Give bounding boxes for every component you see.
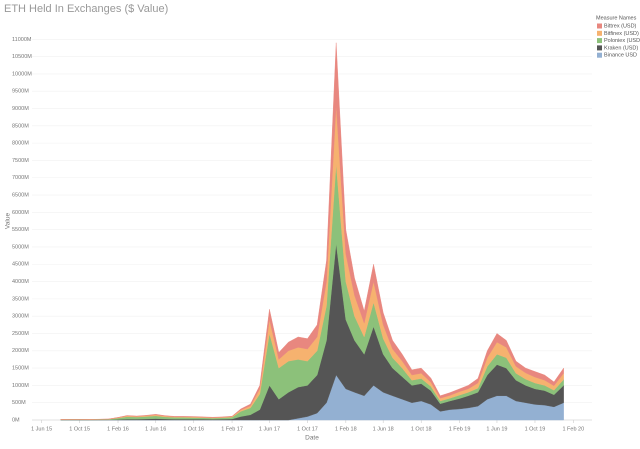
y-tick-label: 5000M — [12, 244, 29, 250]
y-tick-label: 10000M — [12, 71, 32, 77]
x-tick-label: 1 Feb 20 — [562, 426, 584, 432]
x-tick-label: 1 Oct 19 — [525, 426, 546, 432]
y-tick-label: 6500M — [12, 192, 29, 198]
y-tick-label: 2000M — [12, 348, 29, 354]
y-tick-label: 9500M — [12, 89, 29, 95]
x-tick-label: 1 Oct 17 — [297, 426, 318, 432]
x-tick-label: 1 Oct 15 — [69, 426, 90, 432]
chart-title: ETH Held In Exchanges ($ Value) — [4, 3, 168, 15]
legend-label: Bitfinex (USD) — [604, 31, 639, 37]
y-tick-label: 6000M — [12, 210, 29, 216]
legend-label: Kraken (USD) — [604, 45, 638, 51]
y-axis-title: Value — [5, 213, 12, 230]
y-tick-label: 4500M — [12, 262, 29, 268]
x-tick-label: 1 Feb 19 — [449, 426, 471, 432]
legend-swatch — [597, 38, 602, 44]
legend-label: Poloniex (USD) — [604, 38, 640, 44]
x-tick-label: 1 Feb 16 — [107, 426, 129, 432]
legend-label: Binance USD — [604, 53, 637, 59]
y-tick-label: 7000M — [12, 175, 29, 181]
x-tick-label: 1 Feb 18 — [335, 426, 357, 432]
y-tick-label: 8000M — [12, 141, 29, 147]
y-tick-label: 10500M — [12, 54, 32, 60]
y-tick-label: 2500M — [12, 331, 29, 337]
y-tick-label: 4000M — [12, 279, 29, 285]
x-tick-label: 1 Jun 19 — [486, 426, 507, 432]
x-tick-label: 1 Jun 15 — [31, 426, 52, 432]
x-tick-label: 1 Feb 17 — [221, 426, 243, 432]
y-tick-label: 1000M — [12, 383, 29, 389]
legend-label: Bittrex (USD) — [604, 23, 637, 29]
x-tick-label: 1 Jun 16 — [145, 426, 166, 432]
y-tick-label: 0M — [12, 417, 20, 423]
x-tick-label: 1 Oct 16 — [183, 426, 204, 432]
y-tick-label: 1500M — [12, 366, 29, 372]
area — [60, 42, 564, 420]
legend-swatch — [597, 45, 602, 51]
y-tick-label: 3500M — [12, 296, 29, 302]
y-tick-label: 7500M — [12, 158, 29, 164]
legend-swatch — [597, 30, 602, 36]
x-axis-title: Date — [305, 435, 319, 442]
x-tick-label: 1 Jun 18 — [373, 426, 394, 432]
legend-swatch — [597, 52, 602, 58]
x-tick-label: 1 Jun 17 — [259, 426, 280, 432]
x-tick-label: 1 Oct 18 — [411, 426, 432, 432]
y-tick-label: 3000M — [12, 314, 29, 320]
y-tick-label: 11000M — [12, 37, 32, 43]
legend-swatch — [597, 23, 602, 29]
legend-title: Measure Names — [596, 15, 637, 21]
y-tick-label: 9000M — [12, 106, 29, 112]
y-tick-label: 500M — [12, 400, 26, 406]
y-tick-label: 8500M — [12, 123, 29, 129]
y-tick-label: 5500M — [12, 227, 29, 233]
